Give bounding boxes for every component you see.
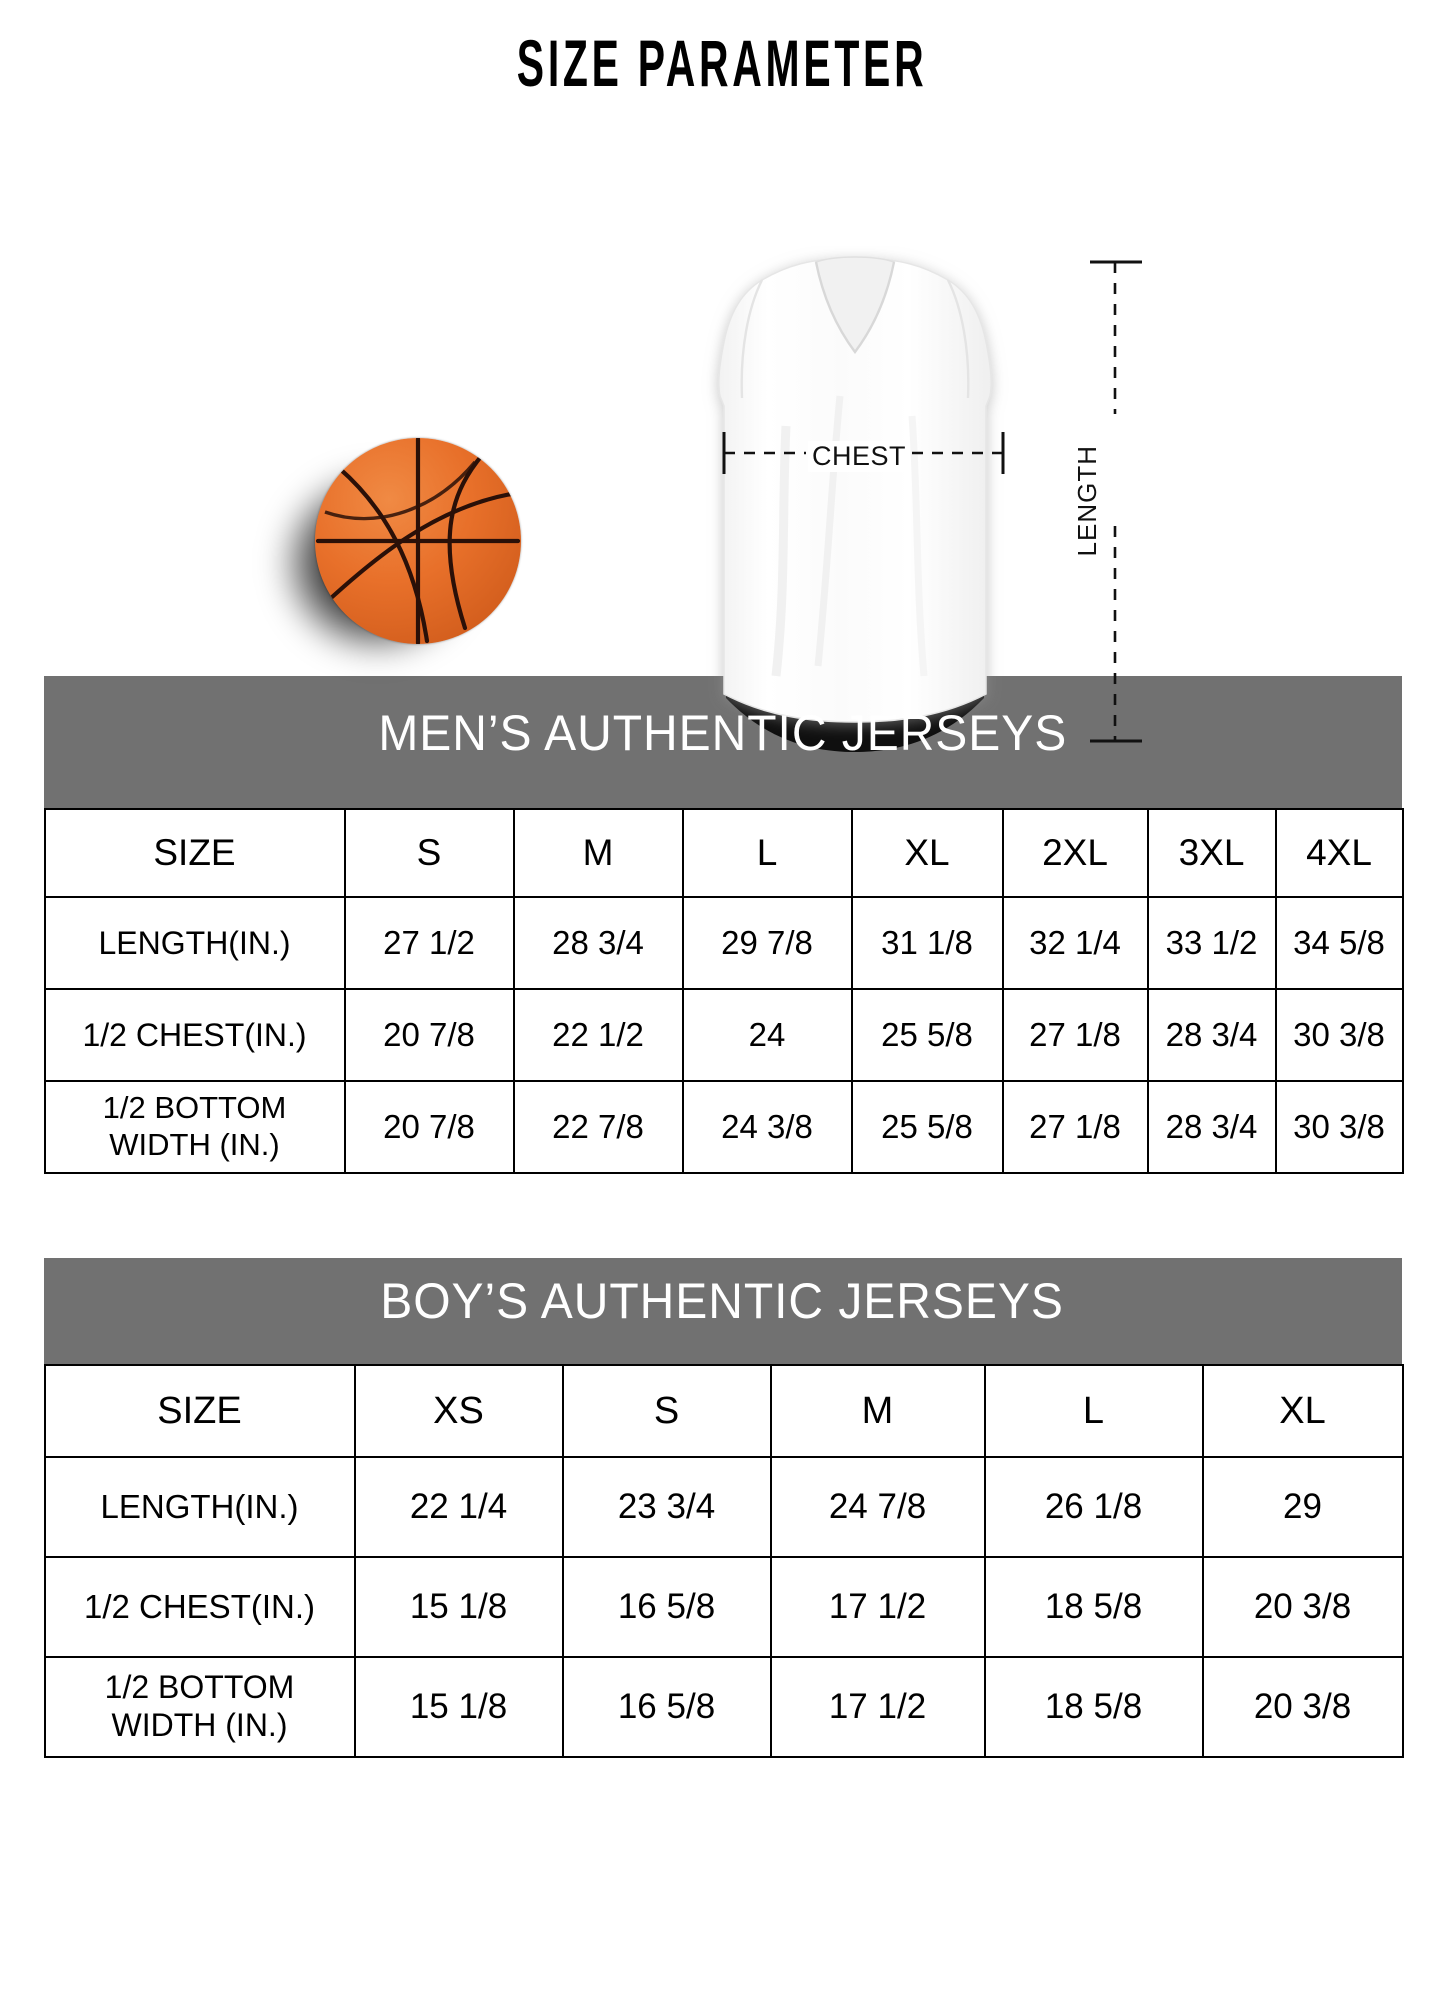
table-row-header: SIZE XS S M L XL (43, 1364, 1404, 1458)
cell-chest-xs: 15 1/8 (353, 1556, 564, 1658)
row-label-half-bottom-width: 1/2 BOTTOM WIDTH (IN.) (43, 1080, 346, 1174)
basketball-icon (255, 426, 555, 706)
col-header-size: SIZE (43, 808, 346, 898)
cell-bottom-xs: 15 1/8 (353, 1656, 564, 1758)
illustration-area: CHEST LENGTH (0, 96, 1445, 752)
col-header-s: S (343, 808, 515, 898)
cell-bottom-3xl: 28 3/4 (1146, 1080, 1277, 1174)
row-label-line1: 1/2 BOTTOM (104, 1669, 295, 1706)
cell-length-3xl: 33 1/2 (1146, 896, 1277, 990)
cell-chest-s: 20 7/8 (343, 988, 515, 1082)
cell-length-2xl: 32 1/4 (1001, 896, 1149, 990)
boys-size-table: SIZE XS S M L XL LENGTH(IN.) 22 1/4 23 3… (43, 1364, 1404, 1758)
mens-table-heading: MEN’S AUTHENTIC JERSEYS (378, 705, 1067, 761)
jersey-shape-icon (718, 256, 992, 752)
boys-table-block: BOY’S AUTHENTIC JERSEYS SIZE XS S M L XL… (43, 1258, 1404, 1758)
col-header-l: L (983, 1364, 1204, 1458)
row-label-length: LENGTH(IN.) (43, 896, 346, 990)
boys-table-heading-band: BOY’S AUTHENTIC JERSEYS (43, 1258, 1402, 1364)
row-label-half-chest: 1/2 CHEST(IN.) (43, 988, 346, 1082)
row-label-line2: WIDTH (IN.) (111, 1707, 288, 1743)
basketball-seams-icon (315, 438, 521, 644)
cell-chest-xl: 25 5/8 (850, 988, 1004, 1082)
cell-length-m: 24 7/8 (769, 1456, 986, 1558)
cell-chest-m: 22 1/2 (512, 988, 684, 1082)
cell-bottom-l: 24 3/8 (681, 1080, 853, 1174)
table-row: 1/2 BOTTOM WIDTH (IN.) 15 1/8 16 5/8 17 … (43, 1656, 1404, 1758)
col-header-l: L (681, 808, 853, 898)
cell-length-xl: 31 1/8 (850, 896, 1004, 990)
cell-chest-2xl: 27 1/8 (1001, 988, 1149, 1082)
length-dimension-label: LENGTH (1072, 441, 1103, 561)
cell-bottom-m: 17 1/2 (769, 1656, 986, 1758)
page-title-area: SIZE PARAMETER (0, 0, 1445, 96)
basketball-sphere (315, 438, 521, 644)
cell-bottom-2xl: 27 1/8 (1001, 1080, 1149, 1174)
col-header-3xl: 3XL (1146, 808, 1277, 898)
col-header-2xl: 2XL (1001, 808, 1149, 898)
row-label-half-bottom-width: 1/2 BOTTOM WIDTH (IN.) (43, 1656, 356, 1758)
cell-length-xl: 29 (1201, 1456, 1404, 1558)
cell-length-4xl: 34 5/8 (1274, 896, 1404, 990)
col-header-xl: XL (850, 808, 1004, 898)
table-row-header: SIZE S M L XL 2XL 3XL 4XL (43, 808, 1404, 898)
cell-length-l: 29 7/8 (681, 896, 853, 990)
cell-length-s: 23 3/4 (561, 1456, 772, 1558)
table-row: LENGTH(IN.) 27 1/2 28 3/4 29 7/8 31 1/8 … (43, 896, 1404, 990)
table-row: 1/2 CHEST(IN.) 20 7/8 22 1/2 24 25 5/8 2… (43, 988, 1404, 1082)
cell-chest-l: 24 (681, 988, 853, 1082)
col-header-s: S (561, 1364, 772, 1458)
cell-bottom-s: 20 7/8 (343, 1080, 515, 1174)
row-label-half-chest: 1/2 CHEST(IN.) (43, 1556, 356, 1658)
mens-table-heading-band: MEN’S AUTHENTIC JERSEYS (43, 676, 1402, 808)
table-row: LENGTH(IN.) 22 1/4 23 3/4 24 7/8 26 1/8 … (43, 1456, 1404, 1558)
cell-chest-3xl: 28 3/4 (1146, 988, 1277, 1082)
cell-chest-xl: 20 3/8 (1201, 1556, 1404, 1658)
cell-bottom-4xl: 30 3/8 (1274, 1080, 1404, 1174)
cell-chest-l: 18 5/8 (983, 1556, 1204, 1658)
col-header-xs: XS (353, 1364, 564, 1458)
col-header-xl: XL (1201, 1364, 1404, 1458)
mens-table-block: MEN’S AUTHENTIC JERSEYS SIZE S M L XL 2X… (43, 676, 1404, 1174)
mens-size-table: SIZE S M L XL 2XL 3XL 4XL LENGTH(IN.) 27… (43, 808, 1404, 1174)
col-header-size: SIZE (43, 1364, 356, 1458)
cell-length-s: 27 1/2 (343, 896, 515, 990)
cell-chest-s: 16 5/8 (561, 1556, 772, 1658)
row-label-length: LENGTH(IN.) (43, 1456, 356, 1558)
cell-bottom-xl: 20 3/8 (1201, 1656, 1404, 1758)
boys-table-heading: BOY’S AUTHENTIC JERSEYS (380, 1273, 1065, 1329)
col-header-4xl: 4XL (1274, 808, 1404, 898)
table-row: 1/2 BOTTOM WIDTH (IN.) 20 7/8 22 7/8 24 … (43, 1080, 1404, 1174)
cell-bottom-m: 22 7/8 (512, 1080, 684, 1174)
row-label-line2: WIDTH (IN.) (109, 1127, 280, 1162)
cell-bottom-xl: 25 5/8 (850, 1080, 1004, 1174)
cell-chest-4xl: 30 3/8 (1274, 988, 1404, 1082)
cell-bottom-s: 16 5/8 (561, 1656, 772, 1758)
table-gap (0, 1174, 1445, 1258)
row-label-line1: 1/2 BOTTOM (102, 1090, 287, 1126)
cell-bottom-l: 18 5/8 (983, 1656, 1204, 1758)
col-header-m: M (769, 1364, 986, 1458)
cell-length-m: 28 3/4 (512, 896, 684, 990)
col-header-m: M (512, 808, 684, 898)
table-row: 1/2 CHEST(IN.) 15 1/8 16 5/8 17 1/2 18 5… (43, 1556, 1404, 1658)
jersey-icon (690, 246, 1020, 756)
chest-dimension-label: CHEST (808, 441, 911, 472)
cell-chest-m: 17 1/2 (769, 1556, 986, 1658)
page-title: SIZE PARAMETER (517, 26, 928, 100)
cell-length-l: 26 1/8 (983, 1456, 1204, 1558)
cell-length-xs: 22 1/4 (353, 1456, 564, 1558)
